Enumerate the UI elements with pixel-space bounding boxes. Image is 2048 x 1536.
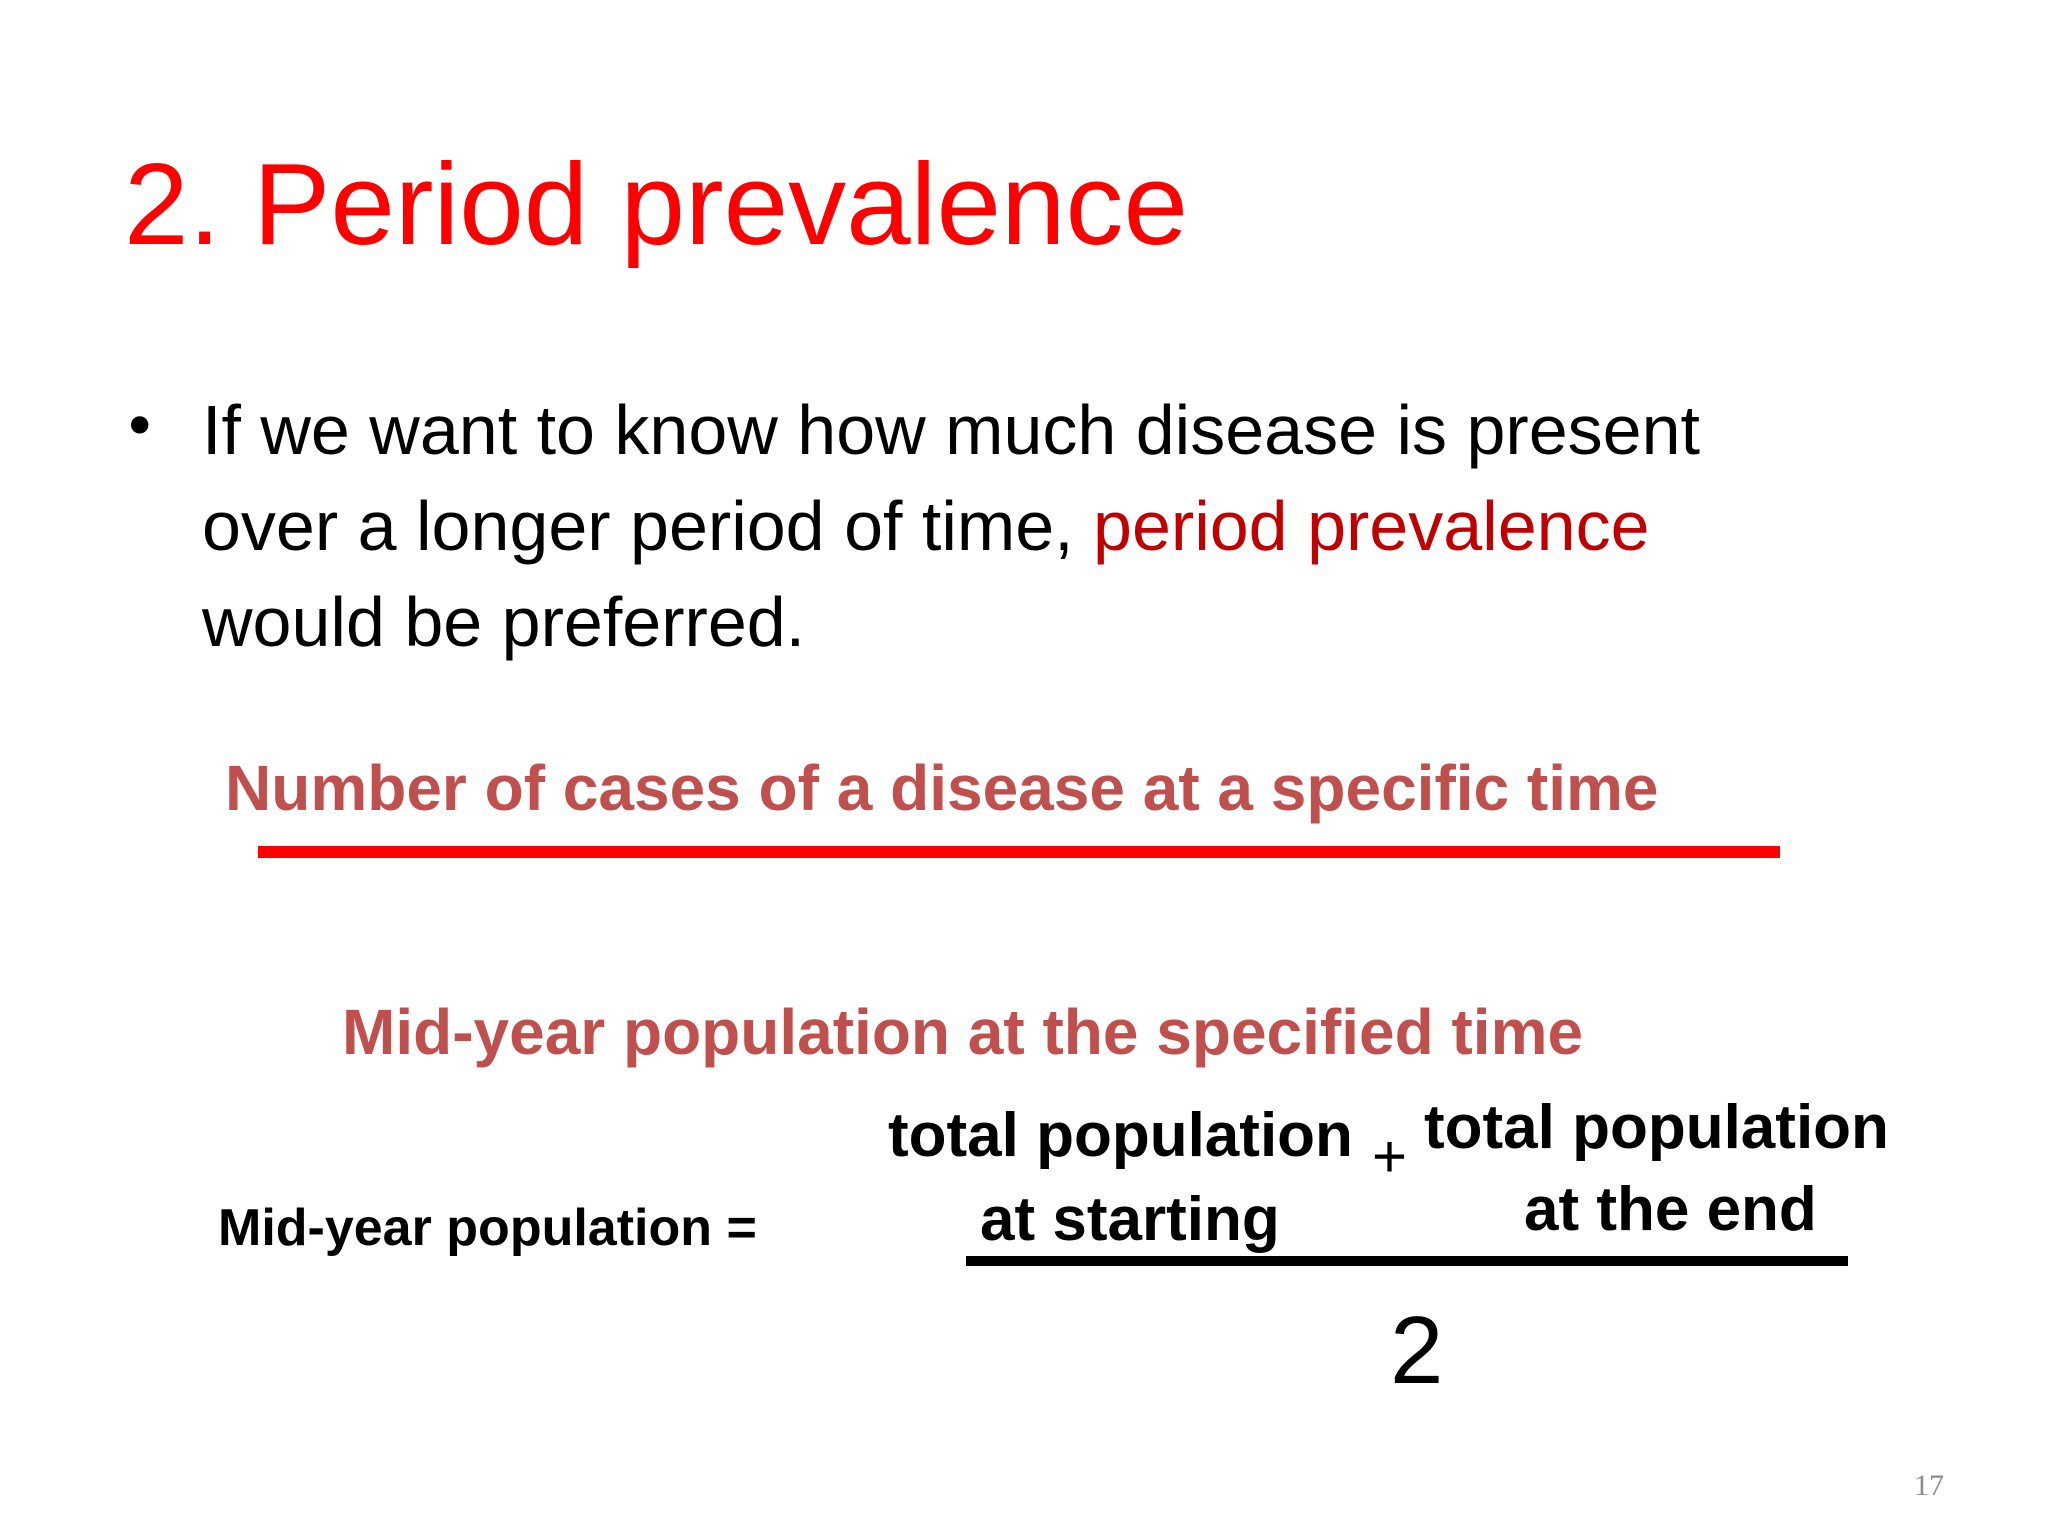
left-term-line-1: total population xyxy=(888,1101,1353,1170)
right-term-line-2: at the end xyxy=(1524,1175,1817,1244)
bullet-line-1: If we want to know how much disease is p… xyxy=(202,391,1700,469)
bullet-icon: • xyxy=(122,392,158,462)
highlighted-term: period prevalence xyxy=(1093,487,1650,565)
fraction-bar xyxy=(258,846,1780,858)
right-term-line-1: total population xyxy=(1424,1093,1889,1162)
left-term-line-2: at starting xyxy=(980,1185,1280,1254)
fraction-denominator: Mid-year population at the specified tim… xyxy=(342,996,1584,1068)
mid-year-label: Mid-year population = xyxy=(218,1199,757,1257)
fraction-numerator: Number of cases of a disease at a specif… xyxy=(225,752,1659,824)
bullet-line-2: over a longer period of time, period pre… xyxy=(202,478,1902,574)
page-number: 17 xyxy=(1914,1469,1944,1502)
formula-fraction-bar xyxy=(966,1256,1848,1266)
slide-title: 2. Period prevalence xyxy=(124,139,1188,269)
bullet-line-3: would be preferred. xyxy=(202,583,806,661)
bullet-text: If we want to know how much disease is p… xyxy=(202,382,1902,670)
bullet-line-2-text: over a longer period of time, xyxy=(202,487,1094,565)
formula-divisor: 2 xyxy=(1390,1297,1444,1404)
plus-operator: + xyxy=(1372,1123,1408,1190)
